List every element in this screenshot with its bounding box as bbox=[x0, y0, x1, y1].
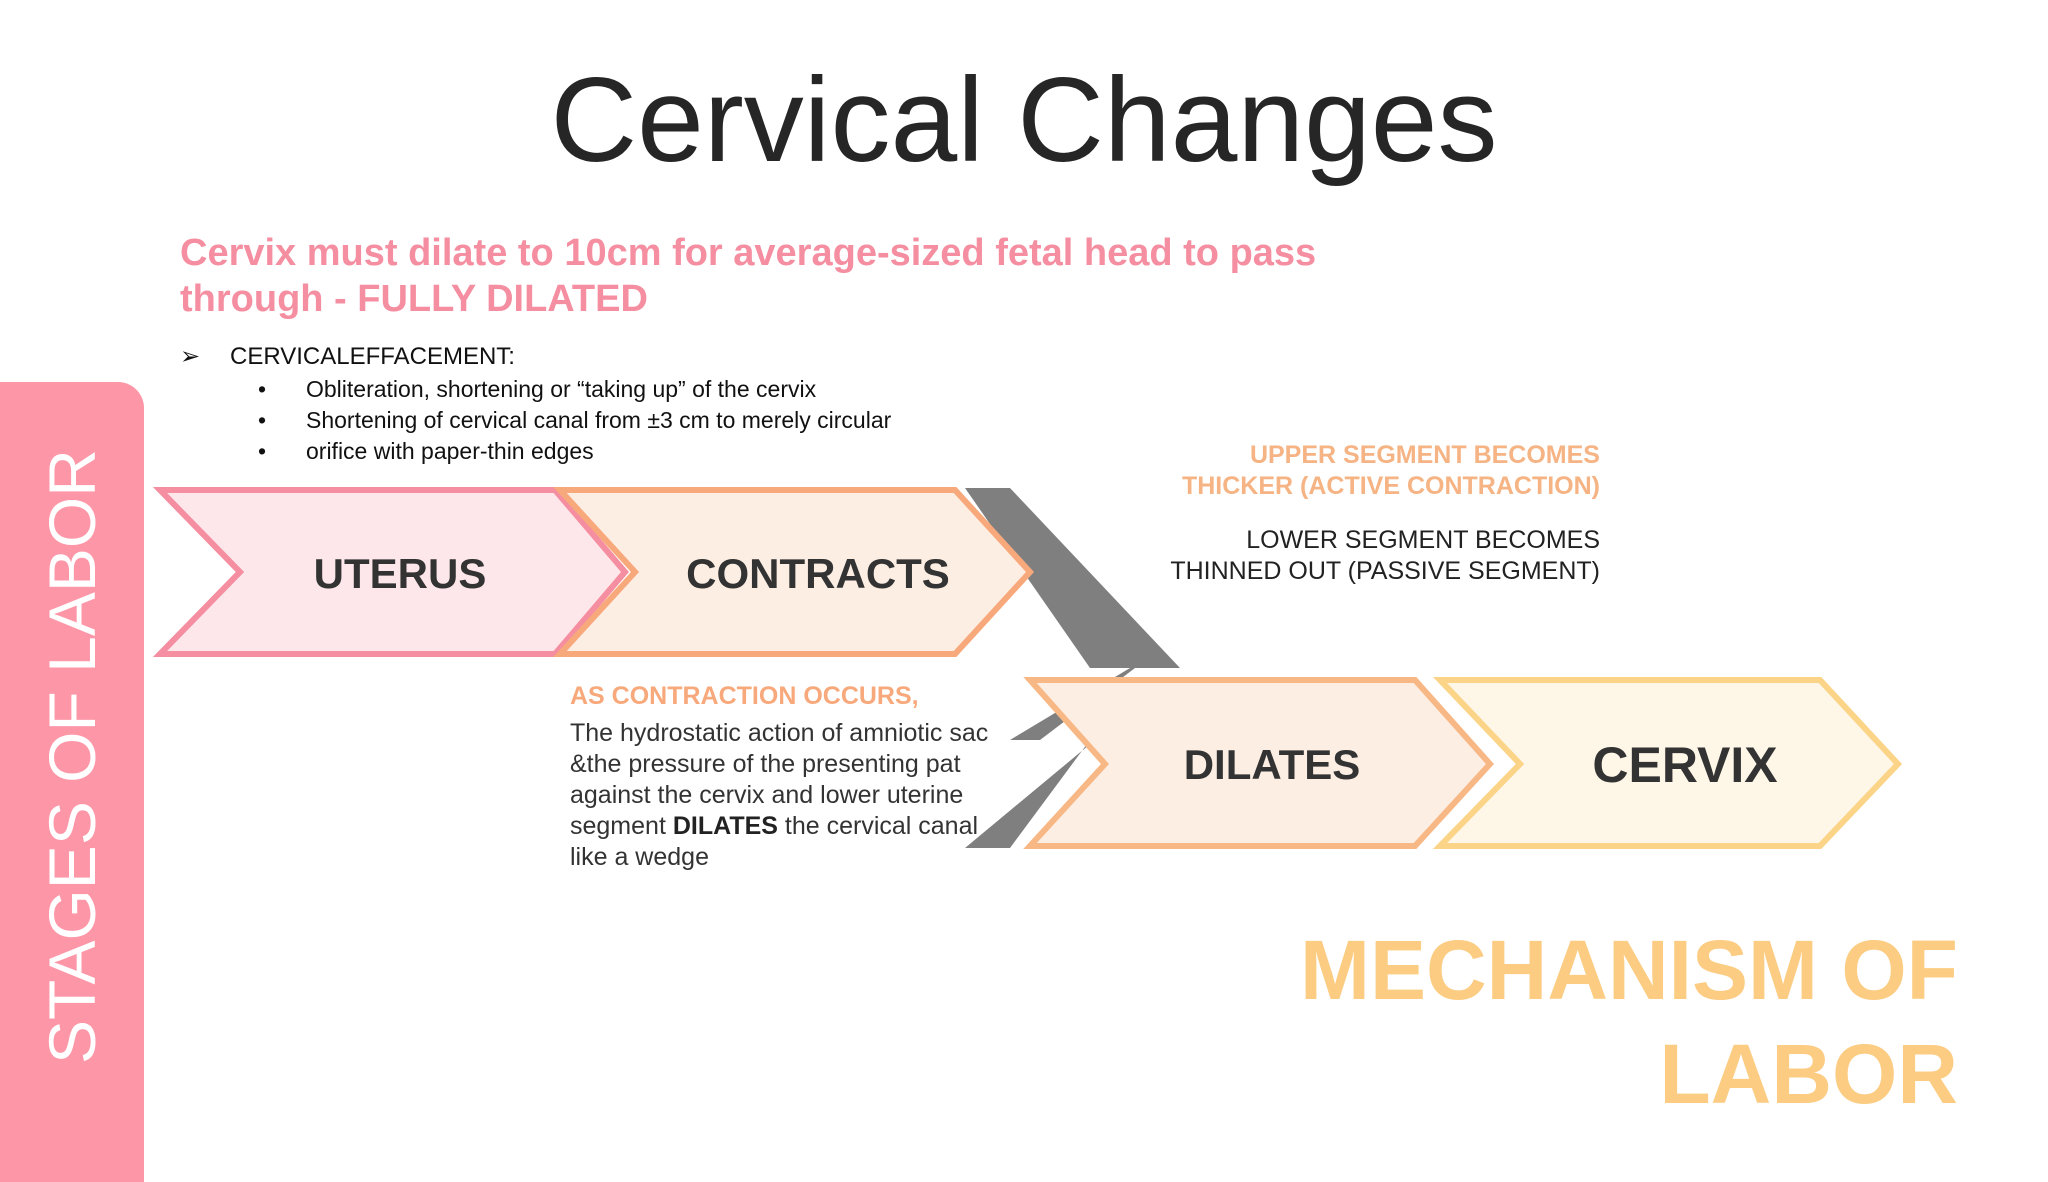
chevron-dilates bbox=[1023, 677, 1495, 849]
bullet-icon: • bbox=[258, 438, 267, 464]
contraction-text-after: the cervical canal like a wedge bbox=[570, 812, 979, 871]
chevron-label-contracts: CONTRACTS bbox=[686, 550, 950, 597]
upper-segment-note: UPPER SEGMENT BECOMES THICKER (ACTIVE CO… bbox=[1182, 440, 1600, 502]
arrow-bullet-icon: ➢ bbox=[180, 343, 201, 370]
effacement-heading-text: CERVICALEFFACEMENT: bbox=[230, 343, 515, 370]
lower-segment-note: LOWER SEGMENT BECOMES THINNED OUT (PASSI… bbox=[1170, 525, 1600, 587]
lower-segment-line-1: LOWER SEGMENT BECOMES bbox=[1246, 526, 1600, 554]
section-label-line-1: MECHANISM OF bbox=[1300, 923, 1958, 1017]
bullet-icon: • bbox=[258, 376, 267, 402]
list-item: • Obliteration, shortening or “taking up”… bbox=[258, 374, 816, 404]
upper-segment-line-2: THICKER (ACTIVE CONTRACTION) bbox=[1181, 472, 1600, 500]
key-statement: Cervix must dilate to 10cm for average-s… bbox=[180, 230, 1430, 322]
section-label: MECHANISM OF LABOR bbox=[1300, 918, 1958, 1126]
page-title: Cervical Changes bbox=[550, 53, 1498, 187]
process-diagram: UTERUS CONTRACTS DILATES CERVIX bbox=[152, 487, 1903, 849]
lower-segment-line-2: THINNED OUT (PASSIVE SEGMENT) bbox=[1170, 557, 1600, 585]
chevron-label-dilates: DILATES bbox=[1184, 741, 1361, 788]
chevron-uterus bbox=[152, 487, 629, 657]
chevron-label-cervix: CERVIX bbox=[1592, 737, 1777, 793]
key-statement-line-2: through - FULLY DILATED bbox=[180, 278, 648, 320]
bullet-icon: • bbox=[258, 407, 267, 433]
chevron-contracts bbox=[553, 487, 1035, 657]
side-tab bbox=[0, 382, 144, 1182]
contraction-heading: AS CONTRACTION OCCURS, bbox=[570, 682, 919, 710]
list-item-text: orifice with paper-thin edges bbox=[306, 438, 594, 464]
section-label-line-2: LABOR bbox=[1659, 1027, 1958, 1121]
contraction-text-before: The hydrostatic action of amniotic sac &… bbox=[570, 719, 989, 840]
list-item: • Shortening of cervical canal from ±3 cm… bbox=[258, 405, 891, 435]
key-statement-line-1: Cervix must dilate to 10cm for average-s… bbox=[180, 232, 1317, 274]
effacement-heading: ➢ CERVICALEFFACEMENT: bbox=[180, 342, 515, 372]
connector-arrow bbox=[965, 488, 1180, 848]
chevron-cervix bbox=[1432, 677, 1903, 849]
list-item: • orifice with paper-thin edges bbox=[258, 436, 594, 466]
upper-segment-line-1: UPPER SEGMENT BECOMES bbox=[1249, 441, 1600, 469]
contraction-emphasis: DILATES bbox=[672, 812, 778, 840]
contraction-description: The hydrostatic action of amniotic sac &… bbox=[570, 718, 1010, 873]
chevron-label-uterus: UTERUS bbox=[314, 550, 487, 597]
list-item-text: Obliteration, shortening or “taking up” … bbox=[306, 376, 817, 402]
list-item-text: Shortening of cervical canal from ±3 cm … bbox=[306, 407, 892, 433]
